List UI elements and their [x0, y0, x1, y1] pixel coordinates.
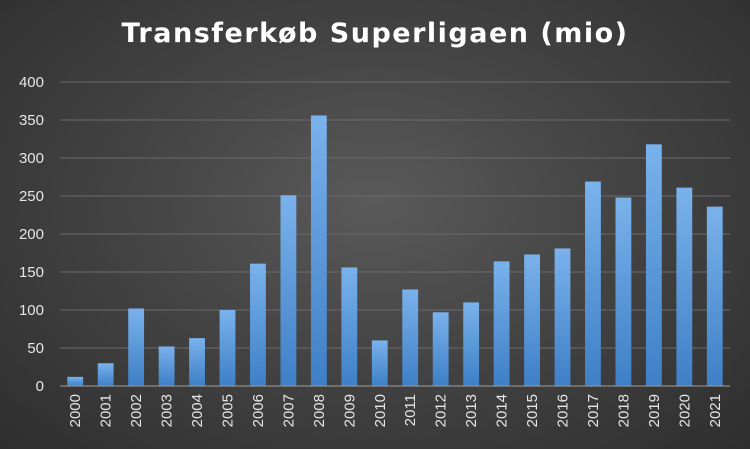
x-tick-label: 2003: [159, 394, 176, 427]
y-tick-label: 150: [19, 264, 44, 281]
bar-2015: [524, 254, 540, 386]
x-tick-label: 2012: [433, 394, 450, 427]
bar-2013: [463, 302, 480, 386]
bar-2006: [250, 263, 266, 386]
bar-2011: [402, 289, 419, 386]
x-tick-label: 2021: [707, 394, 724, 427]
y-tick-label: 300: [19, 150, 44, 167]
bar-2000: [67, 376, 84, 386]
y-tick-label: 250: [19, 188, 44, 205]
x-tick-label: 2017: [585, 394, 602, 427]
x-tick-label: 2016: [555, 394, 572, 427]
bar-2017: [585, 181, 601, 386]
y-tick-label: 50: [27, 340, 44, 357]
bar-2010: [371, 340, 388, 386]
x-tick-label: 2019: [646, 394, 663, 427]
x-tick-label: 2014: [494, 394, 511, 427]
bar-2001: [97, 363, 114, 386]
bars: [67, 115, 723, 386]
bar-2018: [615, 197, 632, 386]
bar-2012: [432, 312, 449, 386]
bar-2019: [645, 144, 662, 386]
bar-2014: [493, 261, 510, 386]
y-tick-label: 350: [19, 112, 44, 129]
bar-2009: [341, 267, 358, 386]
y-tick-label: 200: [19, 226, 44, 243]
bar-2003: [158, 346, 175, 386]
bar-2005: [219, 310, 236, 386]
x-tick-label: 2010: [372, 394, 389, 427]
y-tick-label: 100: [19, 302, 44, 319]
bar-2007: [280, 195, 297, 386]
x-tick-label: 2005: [220, 394, 237, 427]
bar-2021: [706, 206, 723, 386]
chart-title: Transferkøb Superligaen (mio): [121, 18, 629, 49]
bar-2002: [128, 308, 145, 386]
x-tick-label: 2000: [67, 394, 84, 427]
x-tick-label: 2007: [280, 394, 297, 427]
x-tick-label: 2011: [402, 394, 419, 426]
x-tick-label: 2001: [98, 394, 115, 427]
x-tick-label: 2013: [463, 394, 480, 427]
bar-2016: [554, 248, 571, 386]
axes: 0 50 100 150 200 250 300 350 400 2000 2001 2002 2003…: [19, 74, 730, 427]
bar-2004: [189, 338, 205, 386]
x-tick-label: 2015: [524, 394, 541, 427]
x-tick-label: 2008: [311, 394, 328, 427]
x-tick-label: 2020: [676, 394, 693, 427]
y-tick-label: 400: [19, 74, 44, 91]
x-tick-label: 2009: [341, 394, 358, 427]
bar-2008: [310, 115, 327, 386]
x-tick-label: 2018: [615, 394, 632, 427]
y-tick-label: 0: [36, 378, 44, 395]
bar-2020: [676, 187, 693, 386]
x-tick-label: 2004: [189, 394, 206, 427]
x-tick-label: 2002: [128, 394, 145, 427]
x-tick-label: 2006: [250, 394, 267, 427]
